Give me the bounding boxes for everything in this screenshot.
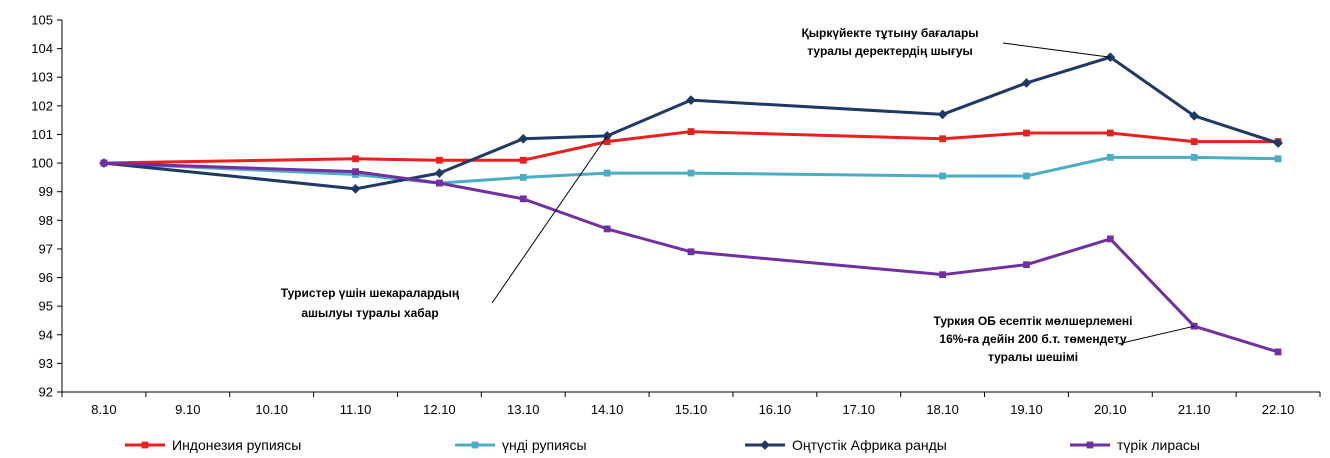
legend-swatch-marker: [471, 441, 479, 449]
y-tick-label: 103: [31, 70, 53, 85]
y-tick-label: 92: [39, 385, 53, 400]
legend-label: Индонезия рупиясы: [172, 437, 301, 453]
data-point-series-4: [939, 271, 946, 279]
annotation-text: ашылуы туралы хабар: [301, 306, 438, 320]
data-point-series-4: [1023, 261, 1030, 269]
data-point-series-3: [518, 133, 529, 144]
data-point-series-2: [687, 169, 695, 177]
data-point-series-3: [937, 109, 948, 120]
data-point-series-4: [519, 195, 527, 203]
annotation-text: Туристер үшін шекаралардың: [281, 286, 460, 300]
data-point-series-1: [603, 138, 611, 146]
data-point-series-3: [1273, 138, 1284, 148]
x-tick-label: 14.10: [591, 402, 624, 417]
legend-label: үнді рупиясы: [502, 437, 587, 453]
y-tick-label: 105: [31, 13, 53, 28]
x-tick-label: 20.10: [1094, 402, 1127, 417]
y-tick-label: 104: [31, 41, 53, 56]
y-tick-label: 98: [39, 213, 53, 228]
data-point-series-4: [1106, 235, 1114, 243]
y-tick-label: 101: [31, 127, 53, 142]
x-tick-label: 13.10: [507, 402, 540, 417]
y-tick-label: 93: [39, 356, 53, 371]
legend-label: түрік лирасы: [1117, 437, 1200, 453]
x-tick-label: 16.10: [759, 402, 792, 417]
legend-label: Оңтүстік Африка ранды: [792, 437, 947, 453]
x-tick-label: 12.10: [423, 402, 456, 417]
data-point-series-2: [603, 169, 611, 177]
data-point-series-2: [1190, 153, 1198, 161]
x-tick-label: 15.10: [675, 402, 708, 417]
legend-swatch-marker: [1086, 441, 1094, 449]
data-point-series-4: [436, 179, 443, 187]
data-point-series-1: [1190, 138, 1198, 146]
data-point-series-1: [939, 135, 946, 143]
annotation-text: 16%-ға дейін 200 б.т. төмендету: [939, 332, 1127, 346]
y-tick-label: 102: [31, 98, 53, 113]
annotation-text: Туркия ОБ есептік мөлшерлемені: [933, 314, 1132, 328]
legend-swatch-marker: [141, 441, 149, 449]
legend-swatch-marker: [760, 440, 770, 450]
x-tick-label: 8.10: [91, 402, 116, 417]
data-point-series-2: [519, 173, 527, 181]
x-tick-label: 11.10: [340, 402, 372, 417]
data-point-series-3: [1021, 78, 1032, 88]
y-tick-label: 100: [31, 156, 53, 171]
y-tick-label: 95: [39, 299, 53, 314]
data-point-series-1: [1106, 129, 1114, 137]
data-point-series-2: [1106, 153, 1114, 161]
data-point-series-2: [939, 172, 946, 180]
x-tick-label: 21.10: [1178, 402, 1211, 417]
data-point-series-4: [352, 168, 359, 176]
data-point-series-3: [350, 183, 361, 194]
data-point-series-3: [434, 168, 445, 179]
data-point-series-3: [1189, 110, 1200, 121]
x-tick-label: 10.10: [255, 402, 288, 417]
data-point-series-1: [1023, 129, 1030, 137]
data-point-series-4: [687, 248, 695, 256]
data-point-series-4: [603, 225, 611, 233]
data-point-series-4: [100, 159, 108, 167]
annotation-leader-line: [1002, 42, 1111, 58]
data-point-series-2: [1274, 155, 1282, 163]
annotation-text: туралы шешімі: [988, 350, 1078, 364]
data-point-series-3: [686, 95, 696, 106]
data-point-series-1: [687, 128, 695, 135]
annotation-text: туралы деректердің шығуы: [807, 44, 973, 58]
x-tick-label: 17.10: [842, 402, 875, 417]
x-tick-label: 22.10: [1262, 402, 1295, 417]
x-tick-label: 9.10: [175, 402, 200, 417]
x-tick-label: 18.10: [926, 402, 959, 417]
data-point-series-1: [352, 155, 359, 163]
annotation-leader-line: [1117, 325, 1195, 345]
y-tick-label: 97: [39, 241, 53, 256]
y-tick-label: 94: [39, 327, 53, 342]
y-tick-label: 99: [39, 184, 53, 199]
annotation-text: Қыркүйекте тұтыну бағалары: [801, 26, 978, 40]
data-point-series-4: [1274, 348, 1282, 356]
data-point-series-1: [436, 156, 443, 164]
data-point-series-4: [1190, 322, 1198, 330]
annotation-leader-line: [491, 135, 608, 304]
data-point-series-1: [519, 156, 527, 164]
data-point-series-2: [1023, 172, 1030, 180]
x-tick-label: 19.10: [1010, 402, 1043, 417]
y-tick-label: 96: [39, 270, 53, 285]
